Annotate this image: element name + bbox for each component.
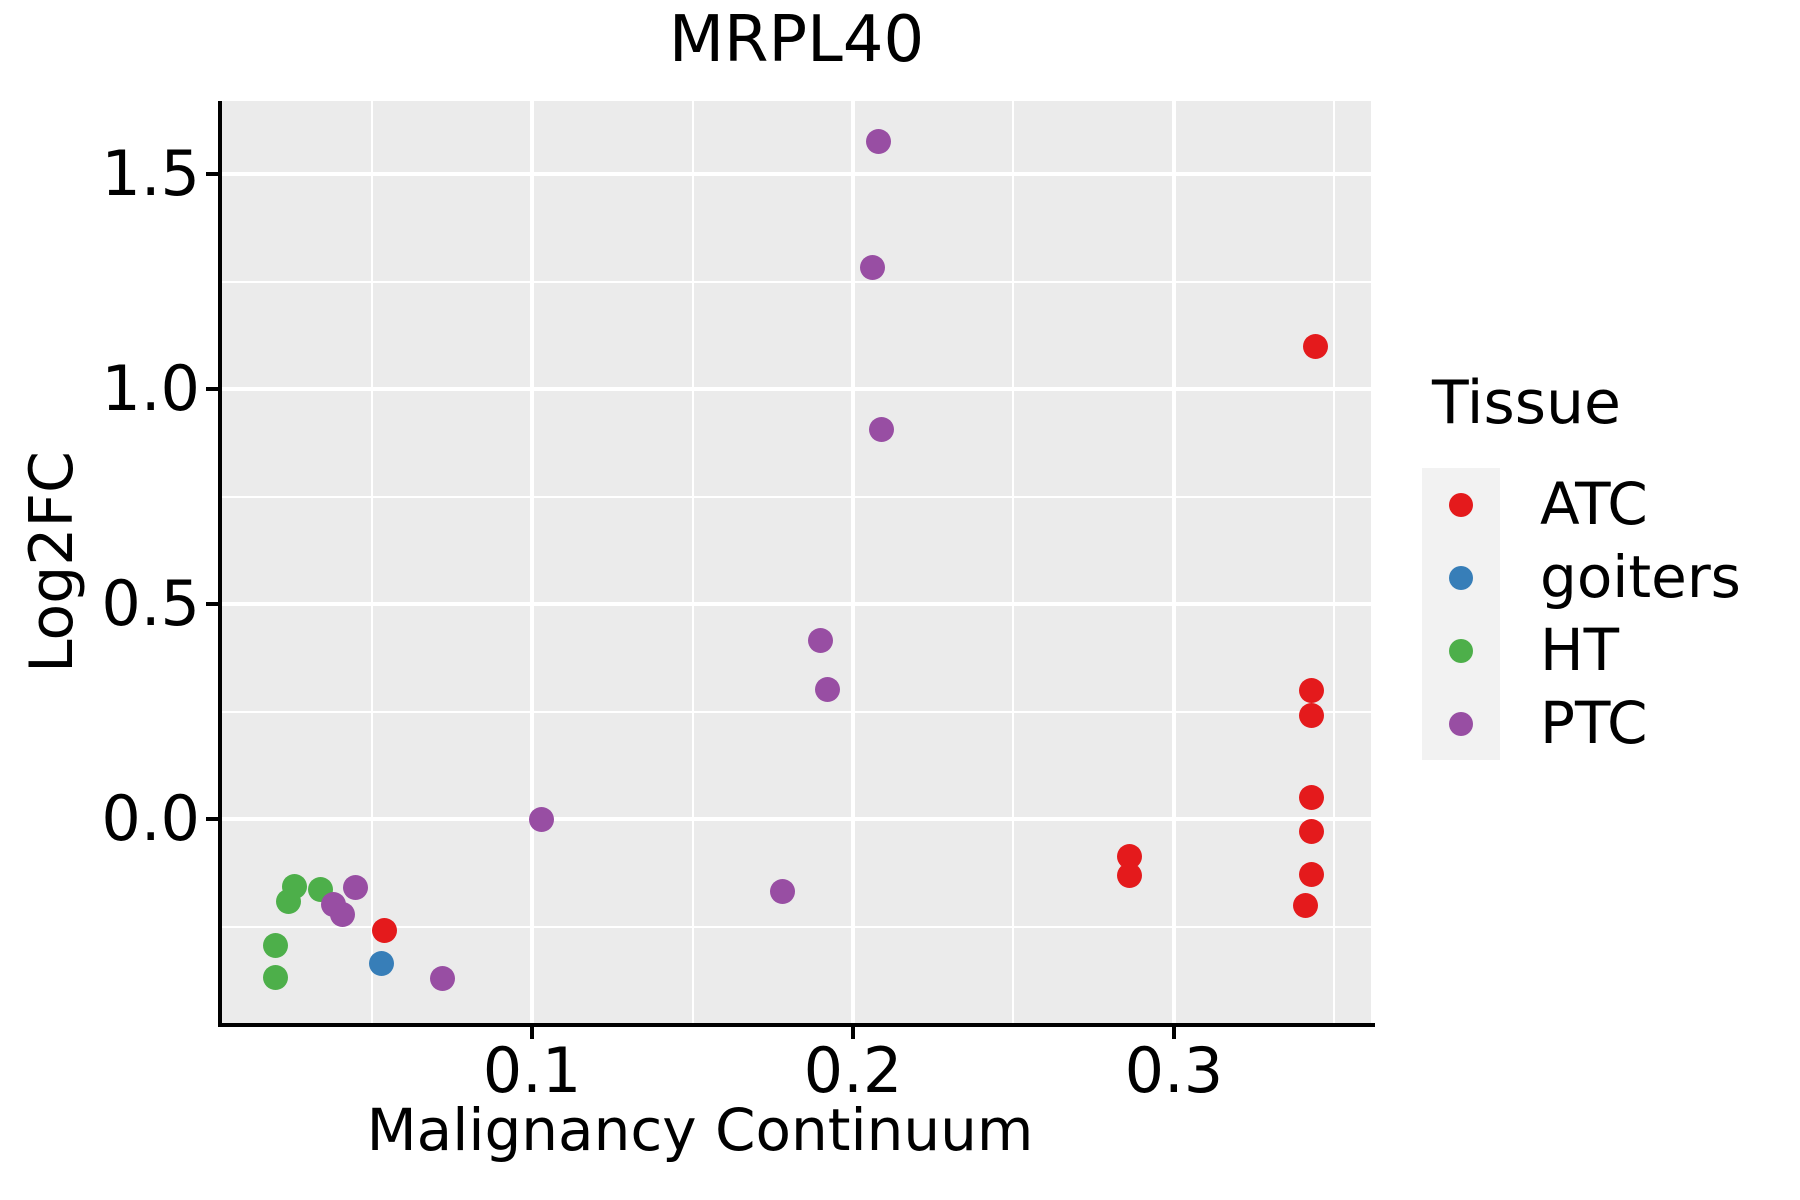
gridline-minor-y [222,710,1371,713]
data-point-ATC [371,918,397,944]
y-tick-label: 0.0 [101,782,200,856]
gridline-minor-x [691,101,694,1023]
gridline-minor-y [222,925,1371,928]
y-tick-mark [206,602,218,607]
data-point-HT [262,965,288,991]
y-tick-label: 1.0 [101,352,200,426]
data-point-goiters [368,950,394,976]
x-tick-label: 0.1 [482,1034,582,1107]
chart-title: MRPL40 [668,3,925,77]
gridline-major-x [530,101,534,1023]
legend-item-label-ATC: ATC [1540,470,1648,538]
data-point-ATC [1299,819,1325,845]
data-point-PTC [769,879,795,905]
legend-item-label-goiters: goiters [1540,543,1741,611]
data-point-PTC [814,676,840,702]
data-point-PTC [330,901,356,927]
data-point-PTC [429,965,455,991]
x-axis-line [218,1023,1375,1027]
data-point-PTC [859,254,885,280]
y-tick-mark [206,817,218,822]
data-point-ATC [1302,333,1328,359]
data-point-PTC [808,627,834,653]
x-tick-label: 0.2 [803,1034,903,1107]
gridline-major-y [222,817,1371,821]
x-tick-mark [850,1027,855,1039]
x-axis-label: Malignancy Continuum [366,1096,1034,1164]
gridline-major-y [222,387,1371,391]
legend-title: Tissue [1432,368,1621,438]
legend-item-label-PTC: PTC [1540,689,1648,757]
data-point-ATC [1299,862,1325,888]
legend-swatch-PTC [1449,711,1473,736]
data-point-ATC [1293,892,1319,918]
legend-item-label-HT: HT [1540,616,1620,684]
x-tick-mark [1171,1027,1176,1039]
gridline-minor-y [222,280,1371,283]
gridline-major-y [222,172,1371,176]
y-tick-label: 1.5 [101,137,200,211]
data-point-PTC [529,806,555,832]
data-point-ATC [1299,677,1325,703]
data-point-PTC [869,416,895,442]
data-point-HT [262,932,288,958]
y-tick-mark [206,387,218,392]
x-tick-mark [530,1027,535,1039]
y-tick-label: 0.5 [101,567,200,641]
data-point-HT [275,888,301,914]
gridline-minor-y [222,495,1371,498]
legend-swatch-HT [1449,638,1473,663]
gridline-minor-x [1012,101,1015,1023]
legend-swatch-goiters [1449,565,1473,590]
gridline-minor-x [370,101,373,1023]
data-point-ATC [1299,703,1325,729]
x-tick-label: 0.3 [1124,1034,1224,1107]
data-point-ATC [1116,862,1142,888]
plot-panel [222,101,1371,1023]
legend-swatch-ATC [1449,492,1473,517]
y-axis-label: Log2FC [17,451,87,673]
data-point-PTC [866,129,892,155]
data-point-PTC [343,875,368,901]
y-tick-mark [206,172,218,177]
gridline-major-y [222,602,1371,606]
gridline-major-x [1172,101,1176,1023]
gridline-major-x [851,101,855,1023]
gridline-minor-x [1333,101,1336,1023]
y-axis-line [218,101,222,1027]
data-point-ATC [1299,785,1325,811]
